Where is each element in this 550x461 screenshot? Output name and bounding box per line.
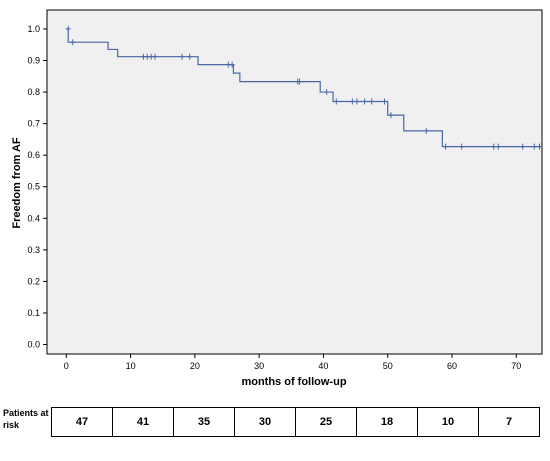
y-tick-label: 0.3 bbox=[27, 245, 40, 255]
risk-cell: 18 bbox=[357, 408, 418, 436]
risk-cell: 25 bbox=[296, 408, 357, 436]
x-tick-label: 20 bbox=[190, 361, 200, 371]
censor-mark bbox=[388, 112, 394, 119]
survival-step-line bbox=[66, 28, 542, 148]
censor-mark bbox=[65, 25, 71, 32]
y-tick-label: 0.1 bbox=[27, 308, 40, 318]
censor-mark bbox=[491, 143, 497, 150]
risk-cell: 10 bbox=[418, 408, 479, 436]
x-tick-label: 40 bbox=[318, 361, 328, 371]
km-series bbox=[65, 25, 542, 150]
risk-cell: 35 bbox=[174, 408, 235, 436]
x-axis-title: months of follow-up bbox=[241, 376, 346, 388]
risk-cells-row: 47 41 35 30 25 18 10 7 bbox=[51, 407, 540, 437]
x-tick-label: 50 bbox=[383, 361, 393, 371]
x-tick-label: 10 bbox=[126, 361, 136, 371]
censor-mark bbox=[333, 98, 339, 105]
censor-mark bbox=[187, 53, 193, 60]
patients-at-risk-table: Patients at risk 47 41 35 30 25 18 10 7 bbox=[0, 407, 550, 437]
censor-mark bbox=[495, 143, 501, 150]
y-tick-label: 0.2 bbox=[27, 276, 40, 286]
censor-mark bbox=[229, 61, 235, 68]
censor-mark bbox=[459, 143, 465, 150]
censor-mark bbox=[354, 98, 360, 105]
y-tick-label: 0.4 bbox=[27, 213, 40, 223]
censor-mark bbox=[179, 53, 185, 60]
y-tick-label: 0.9 bbox=[27, 55, 40, 65]
km-chart: 0.0 0.1 0.2 0.3 0.4 0.5 0.6 0.7 0.8 0.9 1.0 0 10 20 3… bbox=[11, 9, 543, 388]
censor-mark bbox=[362, 98, 368, 105]
y-tick-label: 0.6 bbox=[27, 150, 40, 160]
censor-mark bbox=[349, 98, 355, 105]
risk-cell: 47 bbox=[52, 408, 113, 436]
patients-at-risk-label: Patients at risk bbox=[3, 408, 49, 430]
censor-mark bbox=[531, 143, 537, 150]
risk-cell: 7 bbox=[505, 416, 513, 428]
y-axis-title: Freedom from AF bbox=[11, 137, 23, 229]
censor-mark bbox=[70, 39, 76, 46]
censor-mark bbox=[152, 53, 158, 60]
censor-mark bbox=[369, 98, 375, 105]
censor-mark bbox=[536, 143, 542, 150]
x-axis: 0 10 20 30 40 50 60 70 bbox=[64, 354, 521, 371]
risk-cell: 41 bbox=[113, 408, 174, 436]
risk-cell: 30 bbox=[235, 408, 296, 436]
y-axis: 0.0 0.1 0.2 0.3 0.4 0.5 0.6 0.7 0.8 0.9 1.0 bbox=[27, 24, 47, 350]
y-tick-label: 0.5 bbox=[27, 182, 40, 192]
censor-mark bbox=[324, 89, 330, 96]
censor-mark bbox=[423, 127, 429, 134]
x-tick-label: 60 bbox=[447, 361, 457, 371]
x-tick-label: 70 bbox=[511, 361, 521, 371]
y-tick-label: 0.8 bbox=[27, 87, 40, 97]
x-tick-label: 30 bbox=[254, 361, 264, 371]
censor-mark bbox=[443, 143, 449, 150]
censor-mark bbox=[382, 98, 387, 105]
plot-background bbox=[46, 9, 543, 355]
x-tick-label: 0 bbox=[64, 361, 69, 371]
y-tick-label: 0.7 bbox=[27, 119, 40, 129]
censor-mark bbox=[520, 143, 526, 150]
y-tick-label: 1.0 bbox=[27, 24, 40, 34]
y-tick-label: 0.0 bbox=[27, 340, 40, 350]
censor-mark bbox=[297, 78, 303, 85]
